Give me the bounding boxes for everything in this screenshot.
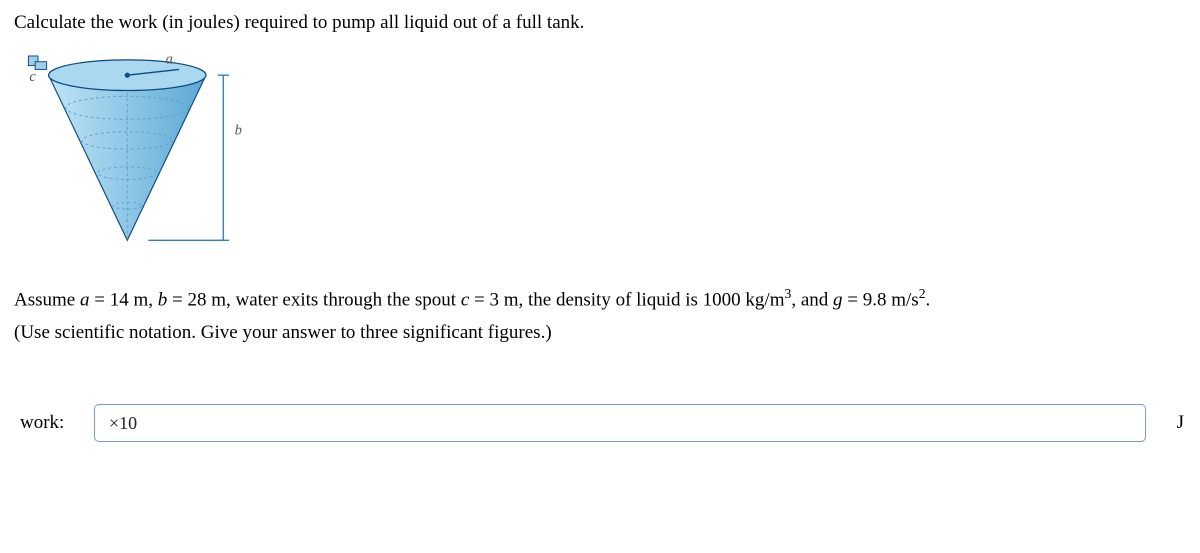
assumptions-line: Assume a = 14 m, b = 28 m, water exits t… (14, 281, 1186, 318)
label-c: c (29, 69, 36, 85)
cone-figure: a b c (14, 44, 254, 259)
center-dot (125, 73, 130, 78)
figure-container: a b c (14, 44, 1186, 265)
end: . (926, 289, 931, 310)
answer-row: work: ×10 J (14, 404, 1186, 442)
question-prompt: Calculate the work (in joules) required … (14, 12, 1186, 34)
val-a: = 14 m, (89, 289, 157, 310)
label-b: b (235, 123, 242, 139)
assume-prefix: Assume (14, 289, 80, 310)
val-b: = 28 m, water exits through the spout (167, 289, 461, 310)
question-text: Calculate the work (in joules) required … (14, 12, 584, 33)
g-exp: 2 (919, 286, 926, 301)
answer-input[interactable]: ×10 (94, 404, 1146, 442)
work-label: work: (16, 412, 76, 434)
answer-box-text: ×10 (109, 413, 137, 434)
val-g: = 9.8 m/s (843, 289, 919, 310)
spout (28, 56, 46, 69)
unit-label: J (1164, 412, 1184, 434)
mid: , and (791, 289, 833, 310)
var-c: c (461, 289, 469, 310)
var-b: b (158, 289, 168, 310)
var-g: g (833, 289, 843, 310)
instruction-line: (Use scientific notation. Give your answ… (14, 322, 1186, 344)
label-a: a (166, 52, 173, 68)
val-c: = 3 m, the density of liquid is 1000 kg/… (469, 289, 784, 310)
